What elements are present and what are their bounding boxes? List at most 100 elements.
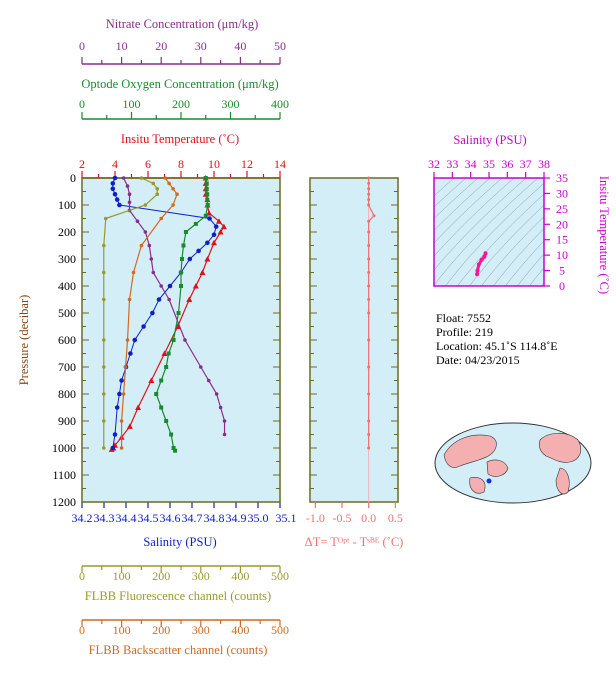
salinity-tick-label: 34.6 [160, 511, 181, 525]
series-point-5 [175, 192, 179, 196]
delta-t-point [367, 298, 371, 301]
series-point-3 [179, 257, 184, 261]
series-point-1 [207, 216, 212, 221]
series-point-2 [222, 432, 227, 437]
series-point-0 [192, 283, 199, 289]
series-point-1 [112, 175, 118, 181]
nitrate-axis-tick-label: 40 [234, 39, 246, 53]
map-landmass [555, 467, 570, 495]
oxygen-axis-tick-label: 0 [79, 97, 85, 111]
ts-density-contour [517, 253, 544, 286]
series-point-4 [101, 338, 106, 342]
series-point-1 [110, 445, 116, 451]
series-point-1 [112, 191, 118, 197]
series-point-3 [164, 419, 169, 423]
ts-right-tick-label: 5 [559, 264, 565, 278]
series-point-2 [149, 257, 154, 261]
salinity-axis-title: Salinity (PSU) [143, 535, 216, 549]
series-point-0 [186, 296, 193, 302]
pressure-tick-label: 700 [58, 360, 76, 374]
series-point-4 [101, 446, 106, 450]
delta-t-point [367, 181, 371, 185]
nitrate-axis-tick-label: 30 [195, 39, 207, 53]
delta-t-point [367, 187, 371, 191]
series-point-3 [154, 392, 159, 396]
delta-t-tick-label: 0.5 [388, 511, 403, 525]
delta-t-point [367, 338, 371, 342]
pressure-tick-label: 1000 [52, 441, 76, 455]
ts-top-tick-label: 36 [501, 157, 513, 171]
series-point-1 [119, 378, 124, 383]
series-point-5 [171, 203, 175, 207]
backscatter-axis-tick-label: 0 [79, 623, 85, 637]
series-point-1 [128, 351, 133, 356]
delta-t-point [367, 198, 371, 202]
delta-t-point [367, 203, 371, 207]
salinity-tick-label: 34.9 [226, 511, 247, 525]
salinity-tick-label: 34.4 [116, 511, 137, 525]
map-landmass [538, 432, 582, 463]
delta-t-point [372, 214, 376, 218]
series-point-4 [139, 176, 144, 180]
temperature-axis-tick-label: 14 [274, 157, 286, 171]
delta-t-point [367, 311, 371, 315]
delta-t-tick-label: -1.0 [306, 511, 325, 525]
fluorescence-axis-tick-label: 400 [231, 569, 249, 583]
oxygen-axis-tick-label: 300 [222, 97, 240, 111]
series-point-1 [150, 310, 155, 316]
pressure-tick-label: 500 [58, 306, 76, 320]
pressure-tick-label: 1200 [52, 495, 76, 509]
backscatter-axis-tick-label: 300 [192, 623, 210, 637]
temperature-axis-tick-label: 4 [112, 157, 118, 171]
salinity-tick-label: 34.3 [94, 511, 115, 525]
series-point-2 [127, 192, 132, 196]
series-point-2 [206, 378, 211, 383]
ts-right-tick-label: 0 [559, 279, 565, 293]
series-point-2 [199, 365, 203, 369]
temperature-axis-tick-label: 6 [145, 157, 151, 171]
series-point-1 [117, 391, 122, 397]
oxygen-axis-title: Optode Oxygen Concentration (μm/kg) [81, 77, 278, 91]
backscatter-axis-tick-label: 400 [231, 623, 249, 637]
salinity-tick-label: 34.2 [72, 511, 93, 525]
date: Date: 04/23/2015 [436, 353, 520, 367]
series-point-0 [215, 218, 222, 224]
pressure-tick-label: 900 [58, 414, 76, 428]
series-point-3 [205, 192, 210, 197]
map-landmass [486, 459, 509, 477]
series-point-3 [203, 176, 208, 180]
pressure-tick-label: 1100 [52, 468, 76, 482]
series-point-3 [181, 243, 186, 248]
series-point-3 [166, 351, 171, 356]
salinity-tick-label: 34.8 [204, 511, 225, 525]
ts-density-contour [434, 178, 491, 231]
ts-density-contour [434, 178, 515, 257]
series-point-3 [171, 446, 176, 450]
series-point-4 [101, 243, 106, 248]
ts-profile-point [479, 257, 484, 262]
ts-top-tick-label: 37 [520, 157, 532, 171]
series-point-3 [204, 186, 209, 191]
series-point-3 [159, 378, 164, 383]
series-point-3 [179, 270, 183, 275]
series-point-0 [211, 239, 217, 246]
series-point-2 [159, 284, 163, 288]
nitrate-axis-tick-label: 0 [79, 39, 85, 53]
series-point-5 [127, 297, 132, 302]
series-point-1 [211, 232, 217, 237]
delta-t-point [367, 230, 371, 234]
pressure-tick-label: 800 [58, 387, 76, 401]
pressure-tick-label: 200 [58, 225, 76, 239]
backscatter-axis-tick-label: 200 [152, 623, 170, 637]
delta-t-point [367, 433, 371, 436]
delta-t-point [367, 392, 371, 396]
series-point-3 [205, 197, 210, 202]
delta-t-tick-label: -0.5 [333, 511, 352, 525]
float-location-marker [486, 478, 492, 484]
ts-profile-point [476, 262, 481, 267]
ts-right-tick-label: 15 [556, 233, 568, 247]
temperature-axis-tick-label: 12 [241, 157, 253, 171]
series-point-5 [171, 187, 175, 191]
backscatter-axis-tick-label: 500 [271, 623, 289, 637]
